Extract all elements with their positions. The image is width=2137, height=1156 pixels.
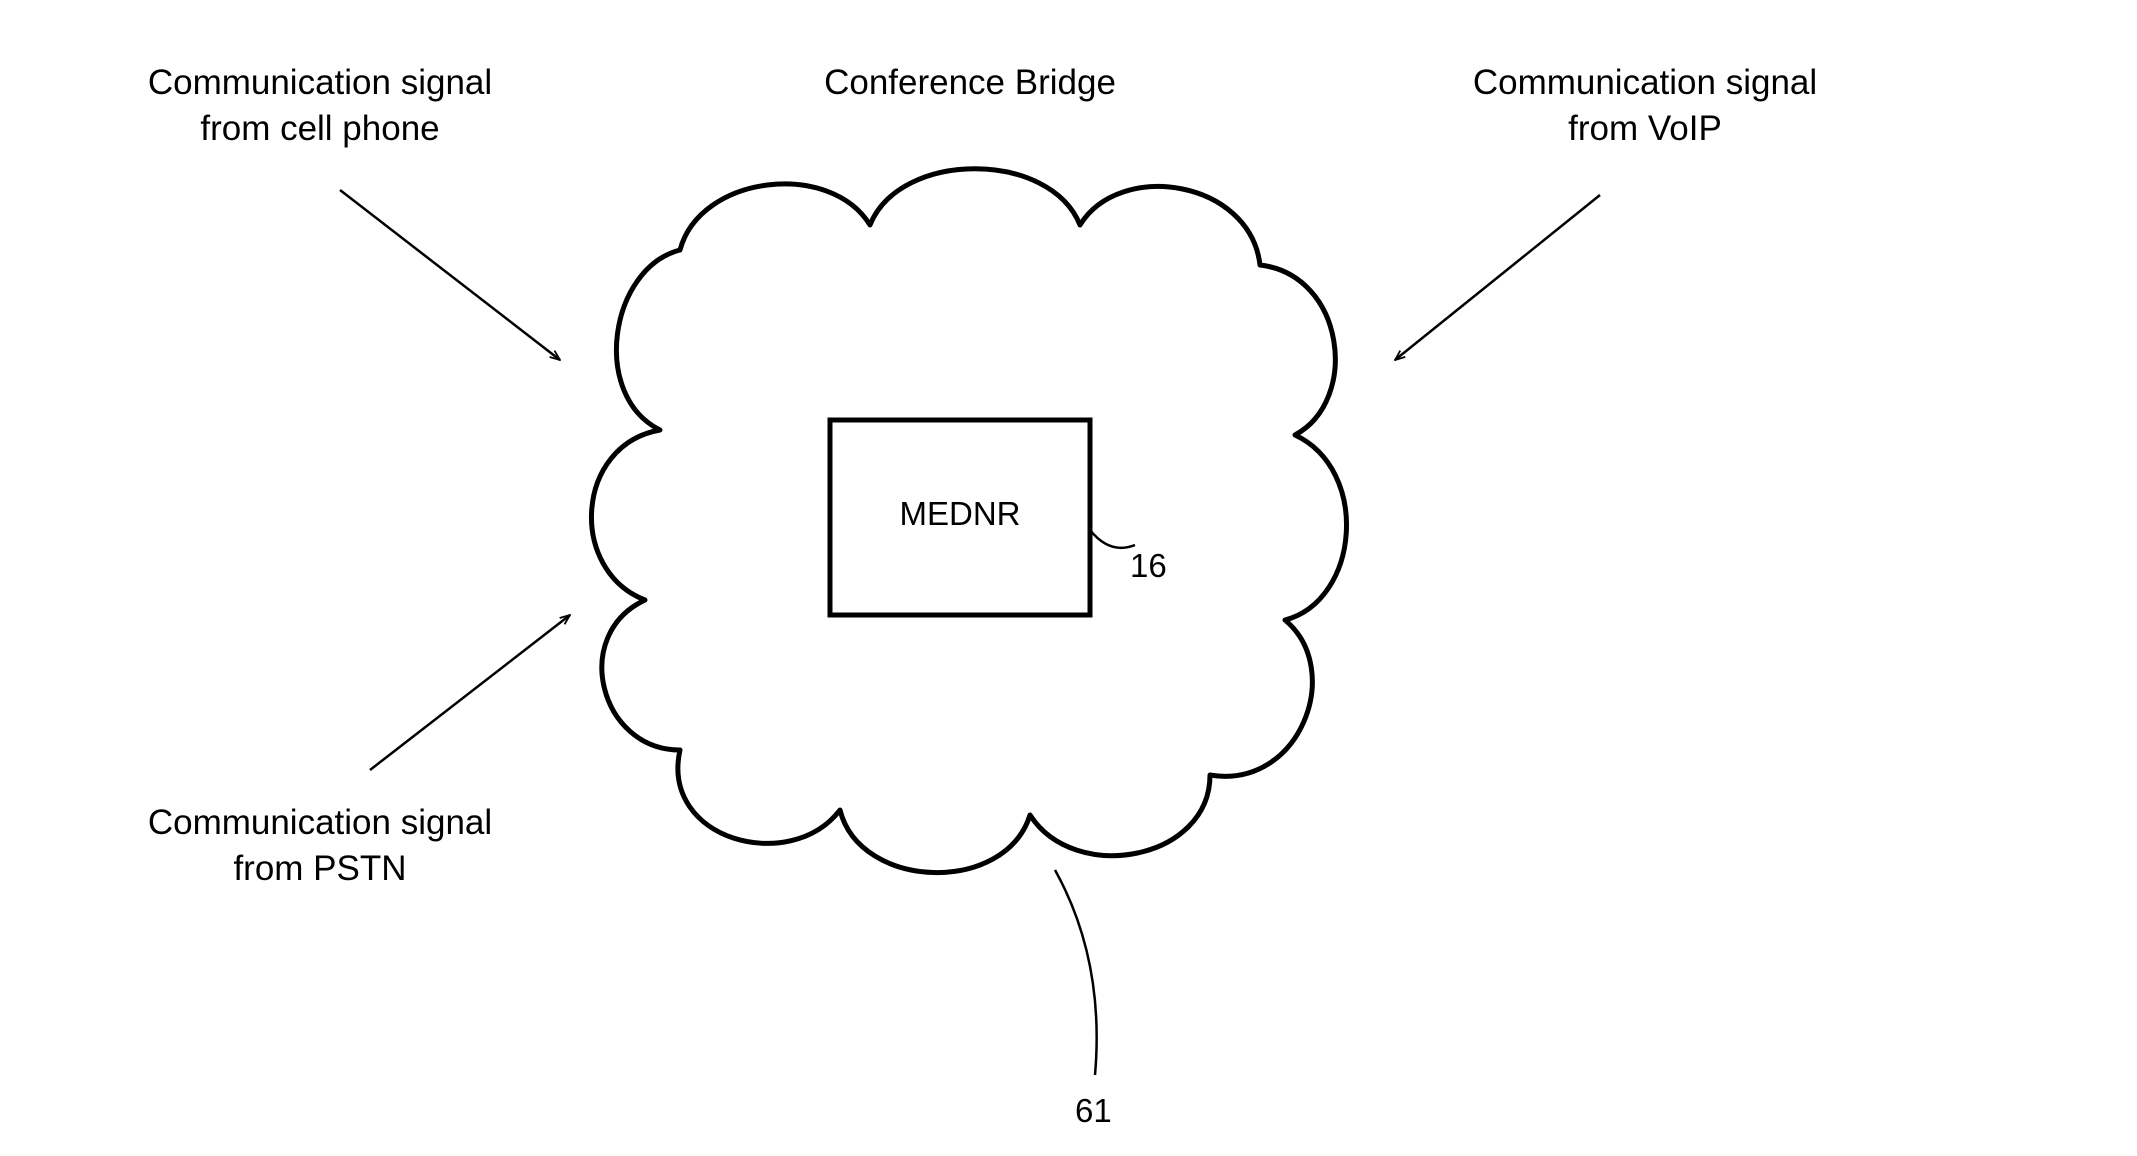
arrow-cell-phone: [340, 190, 560, 360]
label-ref-61: 61: [1075, 1090, 1112, 1133]
leader-61: [1055, 870, 1097, 1075]
leader-16: [1090, 530, 1135, 548]
label-cell-phone: Communication signal from cell phone: [105, 60, 535, 151]
label-conference-bridge: Conference Bridge: [790, 60, 1150, 106]
arrow-pstn: [370, 615, 570, 770]
diagram-svg: [0, 0, 2137, 1156]
arrow-voip: [1395, 195, 1600, 360]
label-voip: Communication signal from VoIP: [1430, 60, 1860, 151]
label-mednr: MEDNR: [830, 495, 1090, 533]
label-ref-16: 16: [1130, 545, 1167, 588]
label-pstn: Communication signal from PSTN: [105, 800, 535, 891]
